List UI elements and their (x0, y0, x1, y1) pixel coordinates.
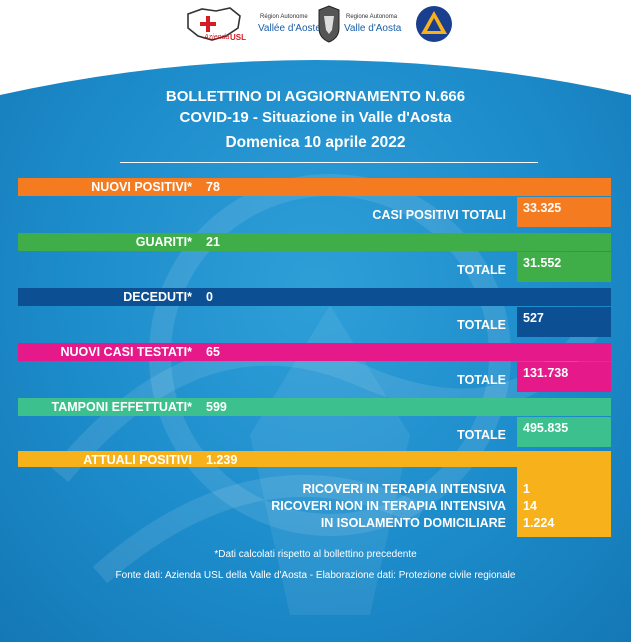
deceased-total-value: 527 (523, 311, 544, 325)
recovered-bar (18, 233, 611, 251)
region-logo-left-line2: Vallée d'Aoste (258, 23, 321, 34)
recovered-total-value: 31.552 (523, 256, 562, 270)
ausl-region-map-icon (187, 7, 241, 41)
recovered-value: 21 (206, 235, 220, 249)
region-logo-left: Région Autonome Vallée d'Aoste (258, 6, 321, 46)
footer-source: Fonte dati: Azienda USL della Valle d'Ao… (115, 570, 516, 581)
swabs-total-box (517, 417, 611, 447)
deceased-label: DECEDUTI* (123, 290, 192, 304)
bulletin-subtitle: COVID-19 - Situazione in Valle d'Aosta (179, 109, 452, 126)
region-logo-left-line1: Région Autonome (260, 14, 308, 20)
detail-non-icu-label: RICOVERI NON IN TERAPIA INTENSIVA (271, 499, 506, 513)
deceased-total-label: TOTALE (457, 318, 506, 332)
region-logo-right: Regione Autonoma Valle d'Aosta (344, 6, 406, 46)
actual-positive-bar (18, 451, 611, 467)
civil-protection-logo (414, 4, 454, 44)
recovered-total-label: TOTALE (457, 263, 506, 277)
recovered-label: GUARITI* (135, 235, 192, 249)
new-tested-value: 65 (206, 345, 220, 359)
region-logo-right-line1: Regione Autonoma (346, 14, 398, 20)
new-positive-total-box (517, 197, 611, 227)
actual-positive-value: 1.239 (206, 453, 238, 467)
deceased-bar (18, 288, 611, 306)
detail-home-isolation-label: IN ISOLAMENTO DOMICILIARE (320, 516, 506, 530)
footer-note: *Dati calcolati rispetto al bollettino p… (214, 549, 417, 560)
deceased-value: 0 (206, 290, 213, 304)
new-tested-total-value: 131.738 (523, 366, 569, 380)
ausl-logo-text-2: USL (230, 33, 246, 42)
detail-icu-value: 1 (523, 482, 530, 496)
recovered-total-box (517, 252, 611, 282)
title-divider (120, 162, 538, 163)
new-tested-label: NUOVI CASI TESTATI* (60, 345, 193, 359)
swabs-total-value: 495.835 (523, 421, 569, 435)
new-positive-value: 78 (206, 180, 220, 194)
swabs-total-label: TOTALE (457, 428, 506, 442)
civil-protection-triangle-icon (416, 6, 452, 42)
new-positive-total-label: CASI POSITIVI TOTALI (372, 208, 506, 222)
region-crest (316, 4, 342, 44)
detail-non-icu-value: 14 (523, 499, 537, 513)
detail-icu-label: RICOVERI IN TERAPIA INTENSIVA (302, 482, 507, 496)
region-logo-right-line2: Valle d'Aosta (344, 23, 402, 34)
crest-shield-icon (318, 5, 340, 43)
new-tested-bar (18, 343, 611, 361)
swabs-label: TAMPONI EFFETTUATI* (51, 400, 193, 414)
deceased-total-box (517, 307, 611, 337)
new-tested-total-label: TOTALE (457, 373, 506, 387)
logo-header: Azienda USL Région Autonome Vallée d'Aos… (0, 0, 631, 55)
actual-positive-label: ATTUALI POSITIVI (83, 453, 192, 467)
new-tested-total-box (517, 362, 611, 392)
ausl-logo-text-1: Azienda (204, 34, 230, 41)
swabs-bar (18, 398, 611, 416)
new-positive-bar (18, 178, 611, 196)
new-positive-label: NUOVI POSITIVI* (91, 180, 192, 194)
new-positive-total-value: 33.325 (523, 201, 562, 215)
detail-home-isolation-value: 1.224 (523, 516, 555, 530)
actual-positive-box (517, 451, 611, 537)
bulletin-date: Domenica 10 aprile 2022 (225, 134, 406, 151)
ausl-logo: Azienda USL (182, 6, 248, 48)
bulletin-title: BOLLETTINO DI AGGIORNAMENTO N.666 (165, 88, 466, 105)
swabs-value: 599 (206, 400, 227, 414)
